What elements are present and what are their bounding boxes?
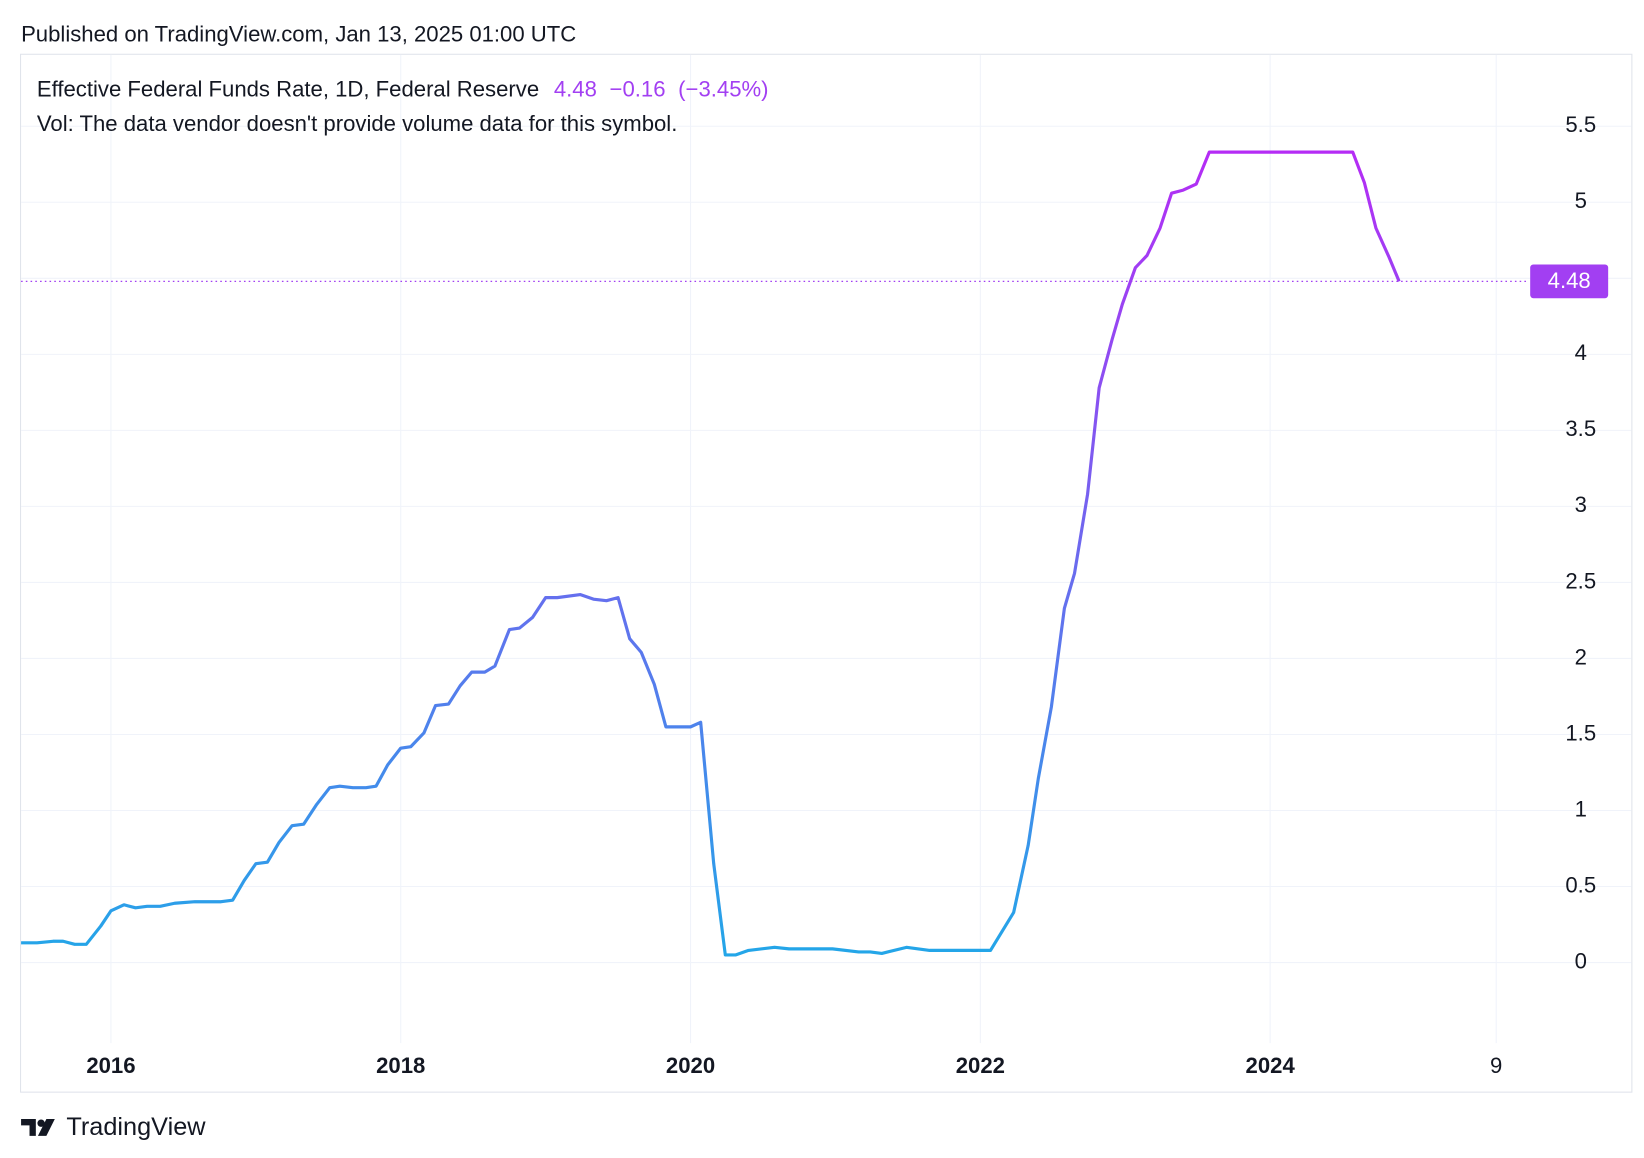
y-tick-label: 5.5: [1565, 112, 1596, 137]
x-tick-label: 2016: [86, 1053, 135, 1078]
change: −0.16: [610, 76, 666, 101]
series-name: Effective Federal Funds Rate, 1D, Federa…: [37, 76, 539, 101]
y-tick-label: 1.5: [1565, 720, 1596, 745]
logo-v: [37, 1119, 55, 1136]
legend: Effective Federal Funds Rate, 1D, Federa…: [37, 76, 769, 136]
series-line: [21, 150, 1401, 957]
grid: 00.511.522.533.544.555.52016201820202022…: [21, 54, 1632, 1078]
plot: 4.48: [21, 150, 1609, 957]
y-tick-label: 3.5: [1565, 416, 1596, 441]
y-tick-label: 1: [1575, 796, 1587, 821]
x-tick-label: 2022: [956, 1053, 1005, 1078]
change-percent: (−3.45%): [678, 76, 768, 101]
x-tick-label: 9: [1490, 1053, 1502, 1078]
publish-line: Published on TradingView.com, Jan 13, 20…: [21, 22, 576, 47]
y-tick-label: 0.5: [1565, 872, 1596, 897]
chart-frame: [20, 53, 1633, 1093]
last-value-badge: [1530, 264, 1609, 299]
y-tick-label: 0: [1575, 948, 1587, 973]
logo-dot: [37, 1119, 45, 1127]
y-tick-label: 2: [1575, 644, 1587, 669]
y-tick-label: 5: [1575, 188, 1587, 213]
x-tick-label: 2020: [666, 1053, 715, 1078]
last-value: 4.48: [554, 76, 597, 101]
brand: TradingView: [66, 1113, 206, 1141]
brand-logo: TradingView: [21, 1113, 206, 1141]
logo-t: [21, 1119, 36, 1136]
y-tick-label: 4: [1575, 340, 1587, 365]
y-tick-label: 3: [1575, 492, 1587, 517]
volume-note: Vol: The data vendor doesn't provide vol…: [37, 111, 677, 136]
x-tick-label: 2024: [1246, 1053, 1296, 1078]
last-value-badge-label: 4.48: [1548, 268, 1591, 293]
y-tick-label: 2.5: [1565, 568, 1596, 593]
x-tick-label: 2018: [376, 1053, 425, 1078]
